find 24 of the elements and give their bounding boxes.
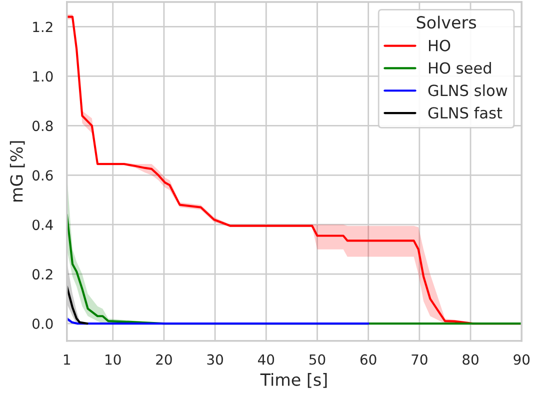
y-tick-label: 1.2 <box>33 22 52 32</box>
x-tick-label: 40 <box>258 354 274 365</box>
y-tick-label: 0.4 <box>32 220 53 230</box>
y-tick-label: 0.2 <box>32 269 52 280</box>
x-axis-title: Time [s] <box>260 373 327 388</box>
x-tick-label: 60 <box>360 354 376 365</box>
legend-label: GLNS slow <box>428 84 508 96</box>
x-tick-label: 90 <box>514 354 530 365</box>
x-tick-label: 1 <box>64 354 70 365</box>
legend-label: GLNS fast <box>428 106 502 119</box>
y-tick-label: 1.0 <box>33 71 53 82</box>
x-tick-label: 80 <box>462 354 478 365</box>
legend-title: Solvers <box>416 16 476 29</box>
x-tick-label: 10 <box>106 354 121 365</box>
legend-label: HO <box>428 40 450 52</box>
x-tick-label: 20 <box>156 354 172 365</box>
x-tick-label: 70 <box>412 354 428 365</box>
legend-label: HO seed <box>428 62 491 74</box>
x-tick-label: 50 <box>309 354 326 365</box>
x-tick-label: 30 <box>207 354 223 365</box>
y-tick-label: 0.6 <box>32 170 53 181</box>
y-tick-label: 0.0 <box>32 318 53 330</box>
y-axis-title: mG [%] <box>10 141 25 202</box>
y-tick-label: 0.8 <box>32 120 53 132</box>
